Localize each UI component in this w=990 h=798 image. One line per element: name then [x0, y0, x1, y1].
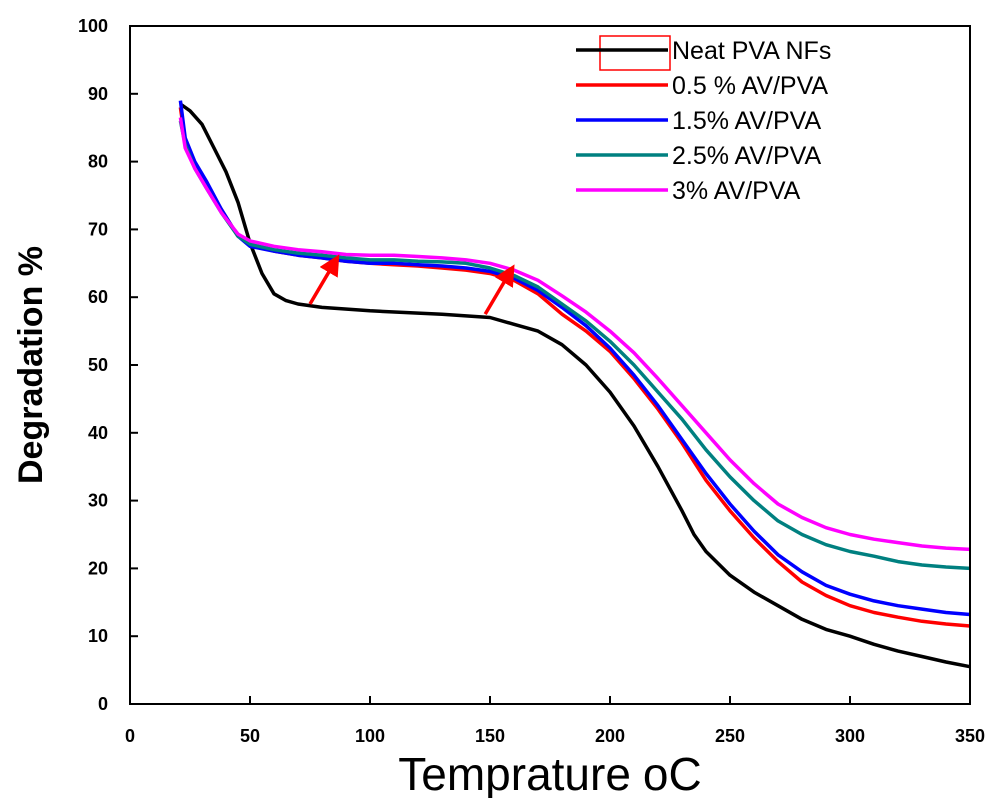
annotation-layer [308, 254, 515, 316]
y-tick-label-0: 0 [98, 694, 108, 714]
y-tick-label-10: 10 [88, 626, 108, 646]
y-tick-label-40: 40 [88, 423, 108, 443]
series-line-5 [178, 117, 971, 552]
y-tick-label-60: 60 [88, 287, 108, 307]
x-axis-title-unit: oC [643, 748, 702, 798]
y-tick-label-50: 50 [88, 355, 108, 375]
axis-ticks: 0 50 100 150 200 250 300 350 0 10 20 30 40 50 60 70 80 90… [78, 16, 985, 746]
x-tick-label-150: 150 [475, 726, 505, 746]
x-axis-title-text: Temprature [398, 748, 631, 798]
annotation-arrow-1 [308, 254, 340, 305]
annotation-arrow-2 [483, 264, 515, 316]
y-tick-label-90: 90 [88, 84, 108, 104]
x-tick-label-350: 350 [955, 726, 985, 746]
y-tick-label-70: 70 [88, 219, 108, 239]
y-tick-label-100: 100 [78, 16, 108, 36]
x-tick-label-0: 0 [125, 726, 135, 746]
series-layer [178, 100, 971, 669]
legend-label-3: 1.5% AV/PVA [672, 107, 821, 135]
legend-label-2: 0.5 % AV/PVA [672, 72, 828, 100]
y-tick-label-80: 80 [88, 152, 108, 172]
x-tick-label-100: 100 [355, 726, 385, 746]
x-axis-title: Temprature oC [398, 748, 701, 798]
y-axis-title: Degradation % [12, 246, 50, 484]
legend-label-1: Neat PVA NFs [672, 37, 831, 65]
x-tick-label-50: 50 [240, 726, 260, 746]
x-tick-label-300: 300 [835, 726, 865, 746]
legend: Neat PVA NFs 0.5 % AV/PVA 1.5% AV/PVA 2.5% … [576, 35, 831, 205]
series-line-4 [178, 120, 971, 571]
series-line-3 [178, 100, 971, 617]
legend-label-5: 3% AV/PVA [672, 177, 801, 205]
x-tick-label-200: 200 [595, 726, 625, 746]
x-tick-label-250: 250 [715, 726, 745, 746]
y-tick-label-30: 30 [88, 491, 108, 511]
legend-highlight-box [599, 35, 671, 71]
series-line-1 [179, 102, 971, 669]
y-tick-label-20: 20 [88, 558, 108, 578]
series-line-2 [178, 107, 971, 628]
legend-label-4: 2.5% AV/PVA [672, 142, 821, 170]
